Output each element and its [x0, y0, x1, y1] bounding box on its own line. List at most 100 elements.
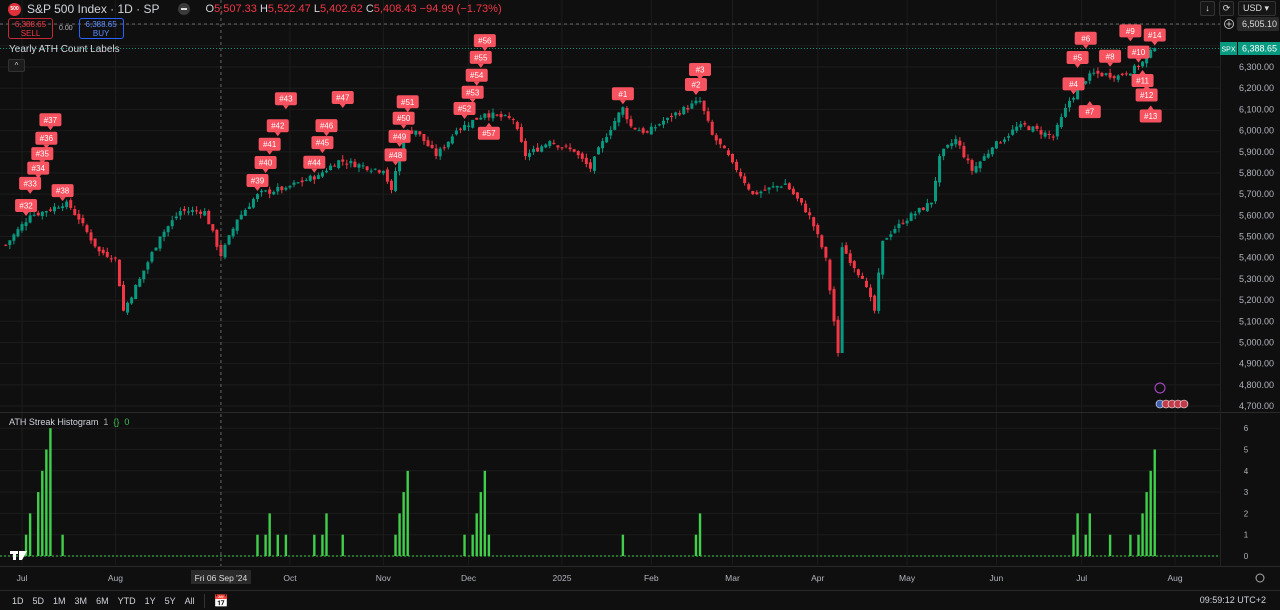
ath-count-label[interactable]: #4: [1062, 77, 1085, 95]
currency-dropdown[interactable]: USD ▾: [1238, 1, 1276, 16]
candle: [101, 247, 105, 256]
ath-count-label[interactable]: #56: [473, 34, 496, 52]
ath-count-label[interactable]: #10: [1127, 45, 1150, 63]
ath-count-label[interactable]: #44: [303, 155, 326, 173]
ath-count-label[interactable]: #42: [266, 119, 289, 137]
price-axis[interactable]: 6,300.00 6,200.00 6,100.00 6,000.00 5,900.00…: [1220, 17, 1280, 561]
histogram-bar: [1108, 534, 1112, 556]
tradingview-logo[interactable]: [10, 551, 27, 560]
ath-count-label[interactable]: #6: [1074, 31, 1097, 49]
ath-count-label[interactable]: #32: [15, 198, 38, 216]
ath-count-label[interactable]: #9: [1119, 24, 1142, 42]
candle: [629, 115, 633, 128]
scroll-down-button[interactable]: ↓: [1200, 1, 1215, 16]
candle: [97, 246, 101, 256]
candle: [495, 114, 499, 117]
range-3m[interactable]: 3M: [74, 595, 88, 606]
indicator-title[interactable]: Yearly ATH Count Labels: [9, 44, 120, 55]
source-code-icon[interactable]: {}: [113, 417, 120, 427]
candle: [560, 147, 564, 151]
ath-count-label[interactable]: #13: [1139, 105, 1162, 123]
candle: [1011, 125, 1015, 136]
sell-button[interactable]: 6,388.65 SELL: [8, 18, 53, 39]
ath-count-label[interactable]: #45: [311, 136, 334, 154]
ath-count-label[interactable]: #54: [465, 68, 488, 86]
ath-count-label[interactable]: #34: [27, 161, 50, 179]
candle: [1124, 71, 1128, 77]
economic-events-flags[interactable]: [1155, 399, 1189, 409]
ath-count-label[interactable]: #11: [1131, 69, 1154, 87]
candle: [292, 180, 296, 188]
ath-label-text: #49: [393, 132, 407, 141]
candle: [832, 286, 836, 326]
ath-count-label[interactable]: #47: [331, 91, 354, 109]
goto-date-icon[interactable]: 📅: [213, 593, 229, 608]
ath-count-label[interactable]: #5: [1066, 50, 1089, 68]
candle: [763, 185, 767, 191]
candle: [215, 228, 219, 251]
range-5d[interactable]: 5D: [32, 595, 45, 606]
ath-count-label[interactable]: #50: [392, 111, 415, 129]
ath-count-label[interactable]: #52: [453, 101, 476, 119]
candle: [706, 107, 710, 123]
ath-count-label[interactable]: #39: [246, 174, 269, 192]
price-tick-label: 4,900.00: [1239, 359, 1274, 369]
ath-count-label[interactable]: #48: [384, 148, 407, 166]
ath-count-label[interactable]: #53: [461, 85, 484, 103]
ath-count-label[interactable]: #1: [611, 87, 634, 105]
collapse-indicators-button[interactable]: ^: [8, 59, 25, 72]
symbol-title[interactable]: S&P 500 Index · 1D · SP: [27, 2, 160, 16]
candle: [207, 209, 211, 225]
time-tick-label: Feb: [644, 573, 659, 583]
settings-icon[interactable]: [1255, 573, 1265, 583]
ath-count-label[interactable]: #41: [258, 137, 281, 155]
histogram-bar: [264, 534, 267, 556]
ath-count-label[interactable]: #36: [35, 131, 58, 149]
range-ytd[interactable]: YTD: [117, 595, 136, 606]
histogram-bar: [394, 534, 397, 556]
ath-count-label[interactable]: #8: [1099, 49, 1122, 67]
range-6m[interactable]: 6M: [96, 595, 109, 606]
ath-count-label[interactable]: #7: [1078, 101, 1101, 119]
buy-button[interactable]: 6,388.65 BUY: [78, 18, 124, 39]
replay-icon[interactable]: ⟳: [1219, 1, 1234, 16]
candle: [134, 284, 138, 300]
ath-count-label[interactable]: #33: [19, 176, 42, 194]
ath-count-label[interactable]: #43: [274, 92, 297, 110]
ath-count-label[interactable]: #49: [388, 129, 411, 147]
candle: [276, 183, 280, 195]
candle: [463, 120, 467, 131]
ath-count-label[interactable]: #35: [31, 147, 54, 165]
ath-count-label[interactable]: #3: [689, 62, 712, 80]
clock[interactable]: 09:59:12 UTC+2: [1199, 595, 1266, 605]
ath-count-label[interactable]: #2: [684, 78, 707, 96]
histogram-title[interactable]: ATH Streak Histogram: [9, 417, 99, 427]
candle: [467, 122, 471, 131]
add-alert-icon[interactable]: [1224, 19, 1234, 29]
range-1y[interactable]: 1Y: [144, 595, 156, 606]
time-axis[interactable]: Jul Aug Oct Nov Dec 2025 Feb Mar Apr May Jun Jul Aug…: [17, 570, 1183, 584]
ath-count-label[interactable]: #57: [477, 122, 500, 140]
candle: [410, 126, 414, 135]
candle: [89, 229, 93, 244]
candle: [852, 259, 856, 273]
ath-count-label[interactable]: #12: [1135, 84, 1158, 102]
ath-count-label[interactable]: #14: [1143, 28, 1166, 46]
range-1d[interactable]: 1D: [12, 595, 24, 606]
ath-count-label[interactable]: #37: [39, 113, 62, 131]
earnings-lightning-icon[interactable]: [1154, 382, 1166, 394]
ath-count-label[interactable]: #40: [254, 155, 277, 173]
ath-count-label[interactable]: #46: [315, 119, 338, 137]
range-all[interactable]: All: [184, 595, 195, 606]
ath-count-label[interactable]: #55: [469, 50, 492, 68]
candle: [93, 238, 97, 249]
candle: [576, 150, 580, 159]
collapse-legend-button[interactable]: [177, 3, 190, 15]
range-1m[interactable]: 1M: [53, 595, 66, 606]
candle: [889, 230, 893, 241]
range-5y[interactable]: 5Y: [164, 595, 176, 606]
ath-count-label[interactable]: #51: [396, 95, 419, 113]
trade-panel: 6,388.65 SELL 0.00 6,388.65 BUY: [8, 18, 124, 39]
ath-count-label[interactable]: #38: [51, 184, 74, 202]
